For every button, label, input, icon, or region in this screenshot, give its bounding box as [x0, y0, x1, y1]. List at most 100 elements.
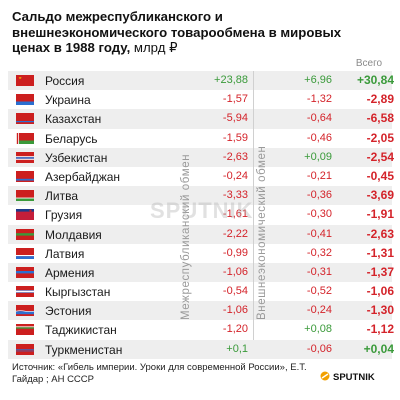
foreign-value: +0,09: [304, 150, 332, 163]
lithuania-flag-icon: [16, 190, 34, 202]
data-table: Россия +23,88 +6,96 +30,84 Украина -1,57 -1,32…: [8, 71, 394, 359]
foreign-value: -0,31: [306, 265, 332, 278]
belarus-flag-icon: [16, 132, 34, 144]
republic-name: Россия: [45, 74, 85, 88]
table-row: Туркменистан +0,1 -0,06 +0,04: [8, 339, 394, 359]
column-label-interrepublic: Межреспубликанский обмен: [180, 153, 192, 320]
total-value: -6,58: [366, 111, 394, 126]
republic-name: Литва: [45, 189, 78, 204]
republic-name: Беларусь: [45, 131, 98, 146]
interrepublic-value: -5,94: [222, 112, 248, 125]
azerbaijan-flag-icon: [16, 170, 34, 182]
total-value: -1,37: [366, 264, 394, 279]
foreign-value: -0,64: [306, 112, 332, 125]
chart-title: Сальдо межреспубликанского и внешнеэконо…: [12, 9, 342, 56]
table-row: Эстония -1,06 -0,24 -1,30: [8, 301, 394, 321]
foreign-value: -0,52: [306, 285, 332, 298]
total-value: +0,04: [363, 341, 394, 356]
unit-label: млрд ₽: [133, 40, 178, 55]
column-divider: [253, 71, 254, 340]
total-value: -1,12: [366, 322, 394, 337]
total-value: -2,63: [366, 226, 394, 241]
interrepublic-value: -3,33: [222, 189, 248, 202]
total-value: -2,89: [366, 92, 394, 107]
republic-name: Украина: [45, 93, 91, 108]
table-row: Украина -1,57 -1,32 -2,89: [8, 90, 394, 109]
interrepublic-value: -0,54: [222, 285, 248, 298]
republic-name: Таджикистан: [45, 323, 117, 338]
foreign-value: -0,30: [306, 208, 332, 221]
turkmenistan-flag-icon: [16, 343, 34, 355]
watermark: SPUTNIK: [150, 198, 254, 223]
interrepublic-value: -1,20: [222, 323, 248, 336]
uzbekistan-flag-icon: [16, 151, 34, 163]
source-note: Источник: «Гибель империи. Уроки для сов…: [12, 362, 307, 385]
sputnik-logo: SPUTNIK: [333, 372, 375, 383]
table-row: Молдавия -2,22 -0,41 -2,63: [8, 224, 394, 244]
interrepublic-value: -2,63: [222, 150, 248, 163]
foreign-value: -1,32: [306, 93, 332, 106]
total-value: -2,05: [366, 130, 394, 145]
georgia-flag-icon: [16, 209, 34, 221]
total-value: -2,54: [366, 149, 394, 164]
foreign-value: +0,08: [304, 323, 332, 336]
total-value: -1,91: [366, 207, 394, 222]
tajikistan-flag-icon: [16, 324, 34, 336]
table-row: Латвия -0,99 -0,32 -1,31: [8, 244, 394, 263]
foreign-value: -0,46: [306, 131, 332, 144]
total-value: -1,06: [366, 284, 394, 299]
total-value: -0,45: [366, 168, 394, 183]
table-row: Казахстан -5,94 -0,64 -6,58: [8, 109, 394, 129]
foreign-value: -0,36: [306, 189, 332, 202]
interrepublic-value: -1,06: [222, 265, 248, 278]
republic-name: Казахстан: [45, 112, 102, 127]
table-row: Россия +23,88 +6,96 +30,84: [8, 71, 394, 91]
latvia-flag-icon: [16, 247, 34, 259]
estonia-flag-icon: [16, 305, 34, 317]
kyrgyzstan-flag-icon: [16, 286, 34, 298]
table-row: Таджикистан -1,20 +0,08 -1,12: [8, 320, 394, 339]
total-value: -1,30: [366, 303, 394, 318]
republic-name: Азербайджан: [45, 169, 121, 184]
republic-name: Эстония: [45, 304, 92, 319]
table-row: Армения -1,06 -0,31 -1,37: [8, 262, 394, 283]
interrepublic-value: -1,57: [222, 93, 248, 106]
republic-name: Армения: [45, 265, 95, 280]
foreign-value: -0,24: [306, 304, 332, 317]
ukraine-flag-icon: [16, 94, 34, 106]
foreign-value: -0,06: [306, 342, 332, 355]
total-value: -3,69: [366, 188, 394, 203]
republic-name: Туркменистан: [45, 342, 123, 357]
interrepublic-value: -0,24: [222, 169, 248, 182]
republic-name: Латвия: [45, 246, 85, 261]
total-value: -1,31: [366, 245, 394, 260]
interrepublic-value: -1,61: [222, 208, 248, 221]
table-row: Узбекистан -2,63 +0,09 -2,54: [8, 147, 394, 167]
foreign-value: +6,96: [304, 74, 332, 86]
column-label-foreign: Внешнеэкономический обмен: [256, 145, 268, 320]
foreign-value: -0,21: [306, 169, 332, 182]
title-text: Сальдо межреспубликанского и внешнеэконо…: [12, 9, 342, 55]
russia-flag-icon: [16, 75, 34, 86]
table-row: Беларусь -1,59 -0,46 -2,05: [8, 129, 394, 148]
table-row: Кыргызстан -0,54 -0,52 -1,06: [8, 282, 394, 301]
table-row: Азербайджан -0,24 -0,21 -0,45: [8, 167, 394, 186]
interrepublic-value: +0,1: [226, 342, 248, 355]
republic-name: Узбекистан: [45, 150, 108, 165]
interrepublic-value: -0,99: [222, 246, 248, 259]
total-value: +30,84: [356, 73, 394, 87]
republic-name: Грузия: [45, 208, 83, 223]
interrepublic-value: -2,22: [222, 227, 248, 240]
table-row: Грузия -1,61 -0,30 -1,91: [8, 205, 394, 224]
republic-name: Кыргызстан: [45, 285, 111, 300]
foreign-value: -0,41: [306, 227, 332, 240]
kazakhstan-flag-icon: [16, 113, 34, 125]
table-row: Литва -3,33 -0,36 -3,69: [8, 186, 394, 206]
moldavia-flag-icon: [16, 228, 34, 240]
republic-name: Молдавия: [45, 227, 102, 242]
interrepublic-value: -1,06: [222, 304, 248, 317]
interrepublic-value: +23,88: [214, 74, 248, 86]
sputnik-logo-icon: [320, 371, 330, 381]
armenia-flag-icon: [16, 266, 34, 278]
interrepublic-value: -1,59: [222, 131, 248, 144]
